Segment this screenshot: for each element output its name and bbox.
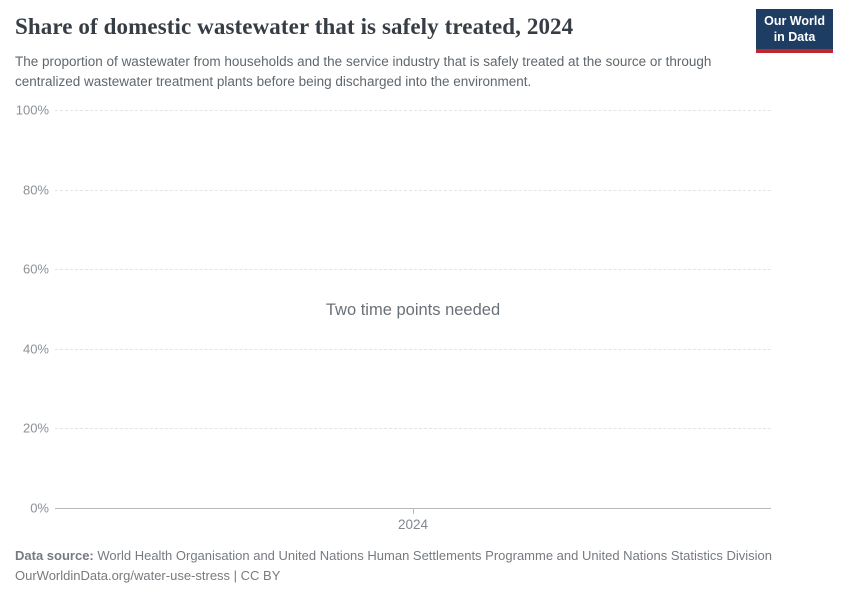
y-axis-tick-label: 100% xyxy=(15,102,49,118)
license-line: OurWorldinData.org/water-use-stress | CC… xyxy=(15,568,281,583)
chart-subtitle: The proportion of wastewater from househ… xyxy=(15,54,712,89)
owid-logo-line2: in Data xyxy=(773,29,816,44)
data-source-label: Data source: xyxy=(15,548,94,563)
gridline xyxy=(55,110,771,111)
y-axis-tick-label: 20% xyxy=(22,420,49,436)
x-axis-tick xyxy=(413,508,414,514)
gridline xyxy=(55,428,771,429)
gridline xyxy=(55,269,771,270)
data-source-text: World Health Organisation and United Nat… xyxy=(97,548,773,563)
y-axis-tick-label: 60% xyxy=(22,261,49,277)
data-source-line: Data source: World Health Organisation a… xyxy=(15,548,772,563)
owid-logo: Our World in Data xyxy=(756,9,833,54)
empty-state-message: Two time points needed xyxy=(325,301,501,319)
owid-logo-line1: Our World xyxy=(764,14,825,28)
gridline xyxy=(55,349,771,350)
y-axis-tick-label: 40% xyxy=(22,341,49,357)
gridline xyxy=(55,190,771,191)
chart-title: Share of domestic wastewater that is saf… xyxy=(15,14,574,39)
y-axis-tick-label: 0% xyxy=(30,500,49,516)
y-axis-tick-label: 80% xyxy=(22,182,49,198)
x-axis-tick-label: 2024 xyxy=(397,517,429,532)
